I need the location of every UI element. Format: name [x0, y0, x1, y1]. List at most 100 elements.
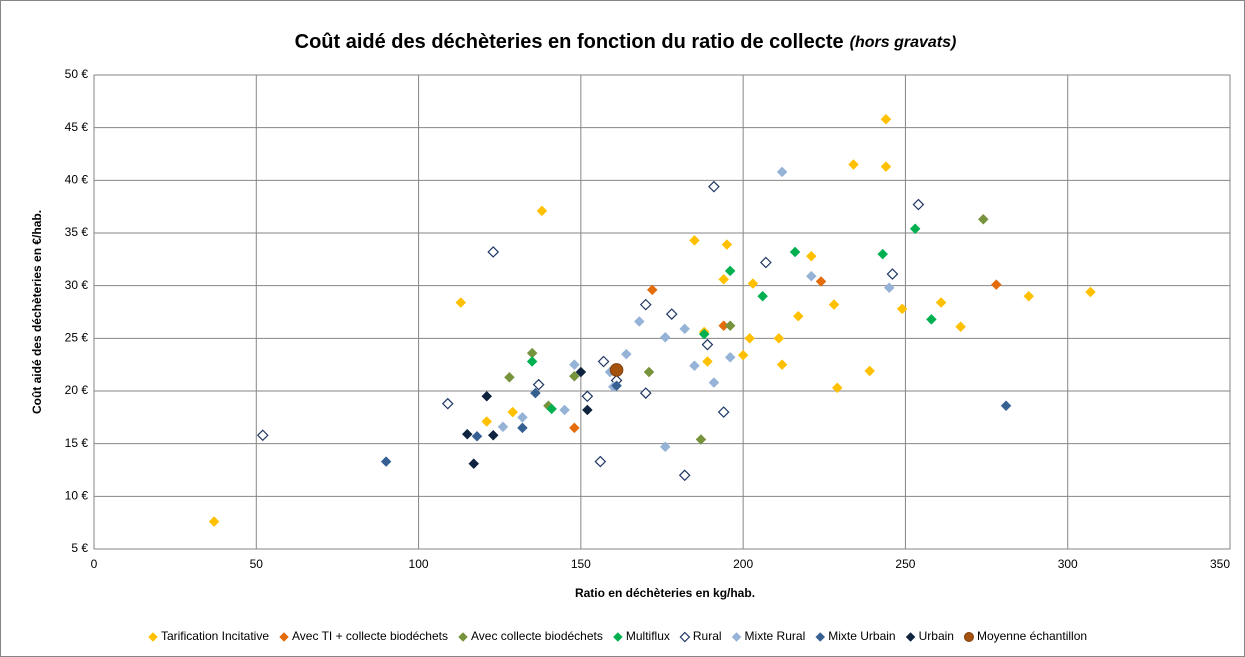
- data-point: [569, 370, 580, 382]
- data-point: [977, 213, 989, 225]
- data-point: [848, 159, 859, 170]
- data-point: [805, 250, 817, 262]
- data-point: [695, 434, 707, 445]
- data-point: [883, 282, 895, 294]
- data-point: [724, 351, 736, 363]
- legend-label: Tarification Incitative: [161, 629, 269, 643]
- data-point: [792, 310, 804, 322]
- data-point: [789, 246, 801, 258]
- data-point: [877, 248, 889, 260]
- data-point: [831, 382, 843, 394]
- title-note: (hors gravats): [850, 34, 957, 51]
- x-tick-label: 100: [409, 557, 429, 571]
- data-point: [760, 256, 772, 269]
- x-tick-label: 50: [250, 557, 264, 571]
- data-point: [886, 268, 899, 280]
- data-point: [659, 331, 671, 343]
- legend-marker: [148, 632, 158, 642]
- legend-label: Urbain: [919, 629, 954, 643]
- data-point: [744, 332, 755, 344]
- y-tick-label: 10 €: [65, 489, 89, 503]
- x-tick-label: 250: [895, 557, 915, 571]
- legend-marker: [458, 632, 468, 642]
- data-point: [926, 314, 937, 325]
- data-point: [1000, 400, 1012, 412]
- legend-label: Multiflux: [626, 629, 670, 643]
- data-point: [380, 456, 392, 467]
- y-tick-label: 20 €: [65, 383, 89, 397]
- data-point: [721, 239, 733, 250]
- data-point: [955, 321, 966, 333]
- data-point: [689, 360, 700, 372]
- data-point: [724, 320, 736, 332]
- legend-marker: [679, 631, 691, 643]
- data-point: [609, 363, 624, 377]
- data-point: [679, 323, 691, 335]
- title-main: Coût aidé des déchèteries en fonction du…: [295, 31, 844, 53]
- data-point: [597, 355, 610, 368]
- data-point: [633, 316, 645, 327]
- data-point: [708, 377, 720, 388]
- legend: Tarification Incitative Avec TI + collect…: [148, 629, 1087, 643]
- data-point: [569, 359, 580, 371]
- data-point: [581, 404, 593, 416]
- x-tick-label: 300: [1058, 557, 1078, 571]
- data-point: [718, 273, 730, 285]
- x-tick-label: 200: [733, 557, 753, 571]
- data-point: [909, 223, 921, 235]
- legend-marker: [731, 632, 742, 642]
- data-point: [532, 378, 545, 391]
- data-point: [526, 356, 538, 367]
- data-point: [575, 366, 587, 378]
- data-point: [208, 516, 220, 527]
- data-point: [256, 429, 269, 442]
- y-tick-label: 5 €: [71, 541, 88, 555]
- data-point: [659, 441, 671, 453]
- data-point: [546, 403, 557, 415]
- data-point: [757, 290, 768, 302]
- data-point: [517, 422, 528, 434]
- data-point: [880, 113, 892, 125]
- legend-marker: [963, 632, 974, 642]
- data-point: [724, 265, 736, 277]
- data-point: [698, 328, 710, 340]
- data-point: [717, 406, 730, 418]
- data-point: [559, 404, 570, 416]
- data-point: [689, 235, 700, 246]
- chart-title: Coût aidé des déchèteries en fonction du…: [295, 31, 957, 53]
- data-point: [665, 308, 678, 320]
- data-point: [805, 270, 817, 282]
- data-point: [504, 371, 515, 383]
- data-point: [912, 198, 925, 211]
- data-point: [708, 180, 720, 193]
- data-point: [864, 365, 876, 377]
- data-point: [815, 276, 827, 287]
- data-point: [678, 469, 691, 482]
- data-point: [990, 279, 1002, 290]
- legend-marker: [612, 632, 623, 642]
- data-point: [468, 458, 480, 470]
- plot-area: [93, 74, 1231, 550]
- data-point: [530, 387, 541, 399]
- y-axis-title: Coût aidé des déchèteries en €/hab.: [30, 210, 44, 414]
- data-point: [481, 390, 493, 402]
- data-point: [747, 278, 759, 289]
- data-point: [471, 430, 483, 442]
- legend-label: Avec TI + collecte biodéchets: [292, 629, 448, 643]
- data-point: [737, 349, 749, 361]
- x-axis-title: Ratio en déchèteries en kg/hab.: [575, 586, 755, 600]
- data-point: [569, 422, 580, 434]
- data-point: [481, 416, 493, 427]
- data-point: [639, 298, 652, 311]
- x-tick-label: 0: [91, 557, 98, 571]
- data-point: [497, 421, 509, 433]
- data-point: [896, 303, 908, 315]
- y-tick-label: 45 €: [65, 120, 89, 134]
- data-point: [776, 166, 788, 178]
- data-point: [702, 356, 713, 367]
- data-point: [773, 332, 785, 344]
- data-point: [776, 359, 788, 371]
- legend-marker: [279, 632, 289, 642]
